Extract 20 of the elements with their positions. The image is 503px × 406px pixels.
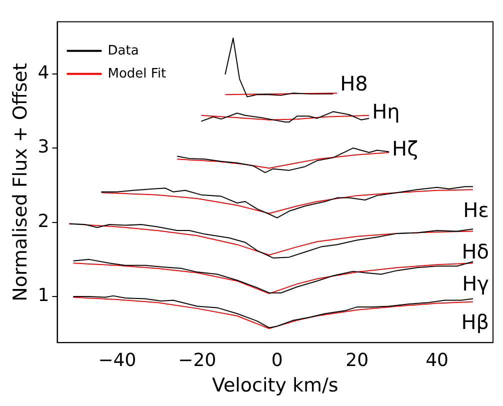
x-tick-label: −40 [98,350,136,372]
x-tick-label: 0 [271,350,283,372]
annotation: Hγ [462,271,490,296]
y-tick-label: 2 [38,210,50,232]
y-tick-label: 4 [38,62,50,84]
x-tick-label: −20 [178,350,216,372]
annotation: Hζ [392,136,418,161]
y-tick-label: 1 [38,285,50,306]
y-tick-label: 3 [38,136,50,158]
x-axis-title: Velocity km/s [212,374,338,397]
annotation: Hε [463,198,489,222]
y-axis-title: Normalised Flux + Offset [9,63,32,302]
legend-label: Data [108,43,139,58]
x-tick-label: 20 [346,350,369,372]
legend-label: Model Fit [108,66,166,82]
annotation: Hη [372,100,400,124]
x-tick-label: 40 [426,350,448,372]
annotation: Hδ [462,239,489,264]
annotation: Hβ [461,310,489,334]
annotation: H8 [340,71,368,96]
